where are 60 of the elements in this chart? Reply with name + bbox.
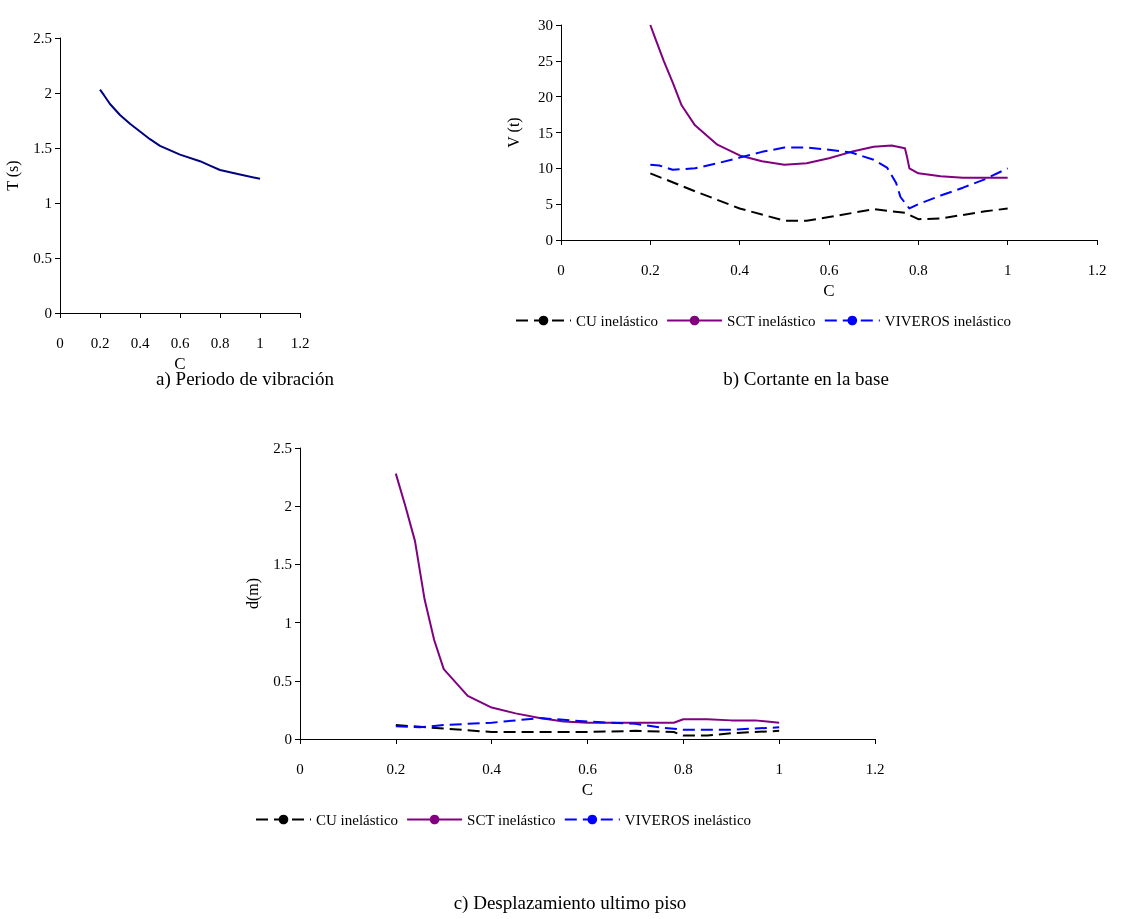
y-tick-label: 0 [545, 232, 553, 248]
x-tick-label: 0.2 [386, 760, 406, 777]
y-tick-label: 1.5 [273, 556, 292, 573]
x-tick-label: 0 [557, 261, 565, 278]
x-tick-label: 1 [775, 760, 783, 777]
legend-label: VIVEROS inelástico [884, 312, 1012, 329]
x-tick-label: 0.2 [640, 261, 660, 278]
x-tick-label: 0.8 [908, 261, 928, 278]
y-axis-title: T (s) [3, 160, 22, 191]
x-tick-label: 0.6 [819, 261, 839, 278]
y-tick-label: 2 [44, 85, 52, 101]
y-tick-label: 2.5 [33, 30, 52, 46]
line-series [649, 24, 1009, 179]
x-tick-label: 0.4 [130, 334, 150, 351]
x-tick-label: 1.2 [1087, 261, 1107, 278]
line-series [649, 146, 1009, 210]
x-tick-label: 0.8 [673, 760, 693, 777]
x-tick-label: 0 [56, 334, 64, 351]
y-tick-label: 0 [284, 731, 292, 747]
x-tick-label: 0.2 [90, 334, 110, 351]
x-tick-label: 0.8 [210, 334, 230, 351]
y-tick-label: 0.5 [33, 250, 52, 266]
legend-label: SCT inelástico [467, 811, 556, 828]
legend-label: CU inelástico [576, 312, 659, 329]
x-tick-label: 1 [1003, 261, 1012, 278]
y-axis-title: V (t) [504, 117, 523, 148]
y-tick-label: 2 [284, 498, 292, 515]
x-tick-label: 1.2 [290, 334, 310, 351]
y-axis-title: d(m) [243, 577, 262, 610]
line-series [99, 88, 261, 180]
y-tick-label: 1.5 [33, 140, 52, 156]
x-tick-label: 0.6 [170, 334, 190, 351]
y-tick-label: 0.5 [273, 672, 292, 689]
line-series [394, 724, 781, 737]
x-axis-title: C [823, 281, 835, 300]
y-tick-label: 5 [545, 196, 553, 213]
legend-label: SCT inelástico [727, 312, 816, 329]
y-tick-label: 15 [538, 124, 553, 141]
x-axis-title: C [581, 780, 594, 799]
y-tick-label: 30 [538, 17, 553, 33]
line-series [394, 717, 781, 731]
text: c) Desplazamiento ultimo piso [453, 892, 687, 914]
x-tick-label: 1 [256, 334, 264, 351]
line-series [394, 472, 781, 724]
legend-label: CU inelástico [316, 811, 399, 828]
y-tick-label: 0 [44, 305, 52, 321]
x-tick-label: 1.2 [865, 760, 885, 777]
y-tick-label: 2.5 [273, 440, 292, 456]
x-tick-label: 0.4 [482, 760, 502, 777]
x-tick-label: 0.6 [578, 760, 598, 777]
y-tick-label: 20 [538, 88, 553, 105]
y-tick-label: 1 [284, 614, 292, 631]
y-tick-label: 25 [538, 52, 553, 69]
x-tick-label: 0.4 [730, 261, 750, 278]
y-tick-label: 10 [538, 160, 553, 177]
line-series [649, 172, 1009, 222]
y-tick-label: 1 [44, 195, 52, 211]
text: b) Cortante en la base [723, 368, 889, 390]
legend-label: VIVEROS inelástico [624, 811, 752, 828]
x-tick-label: 0 [296, 760, 304, 777]
